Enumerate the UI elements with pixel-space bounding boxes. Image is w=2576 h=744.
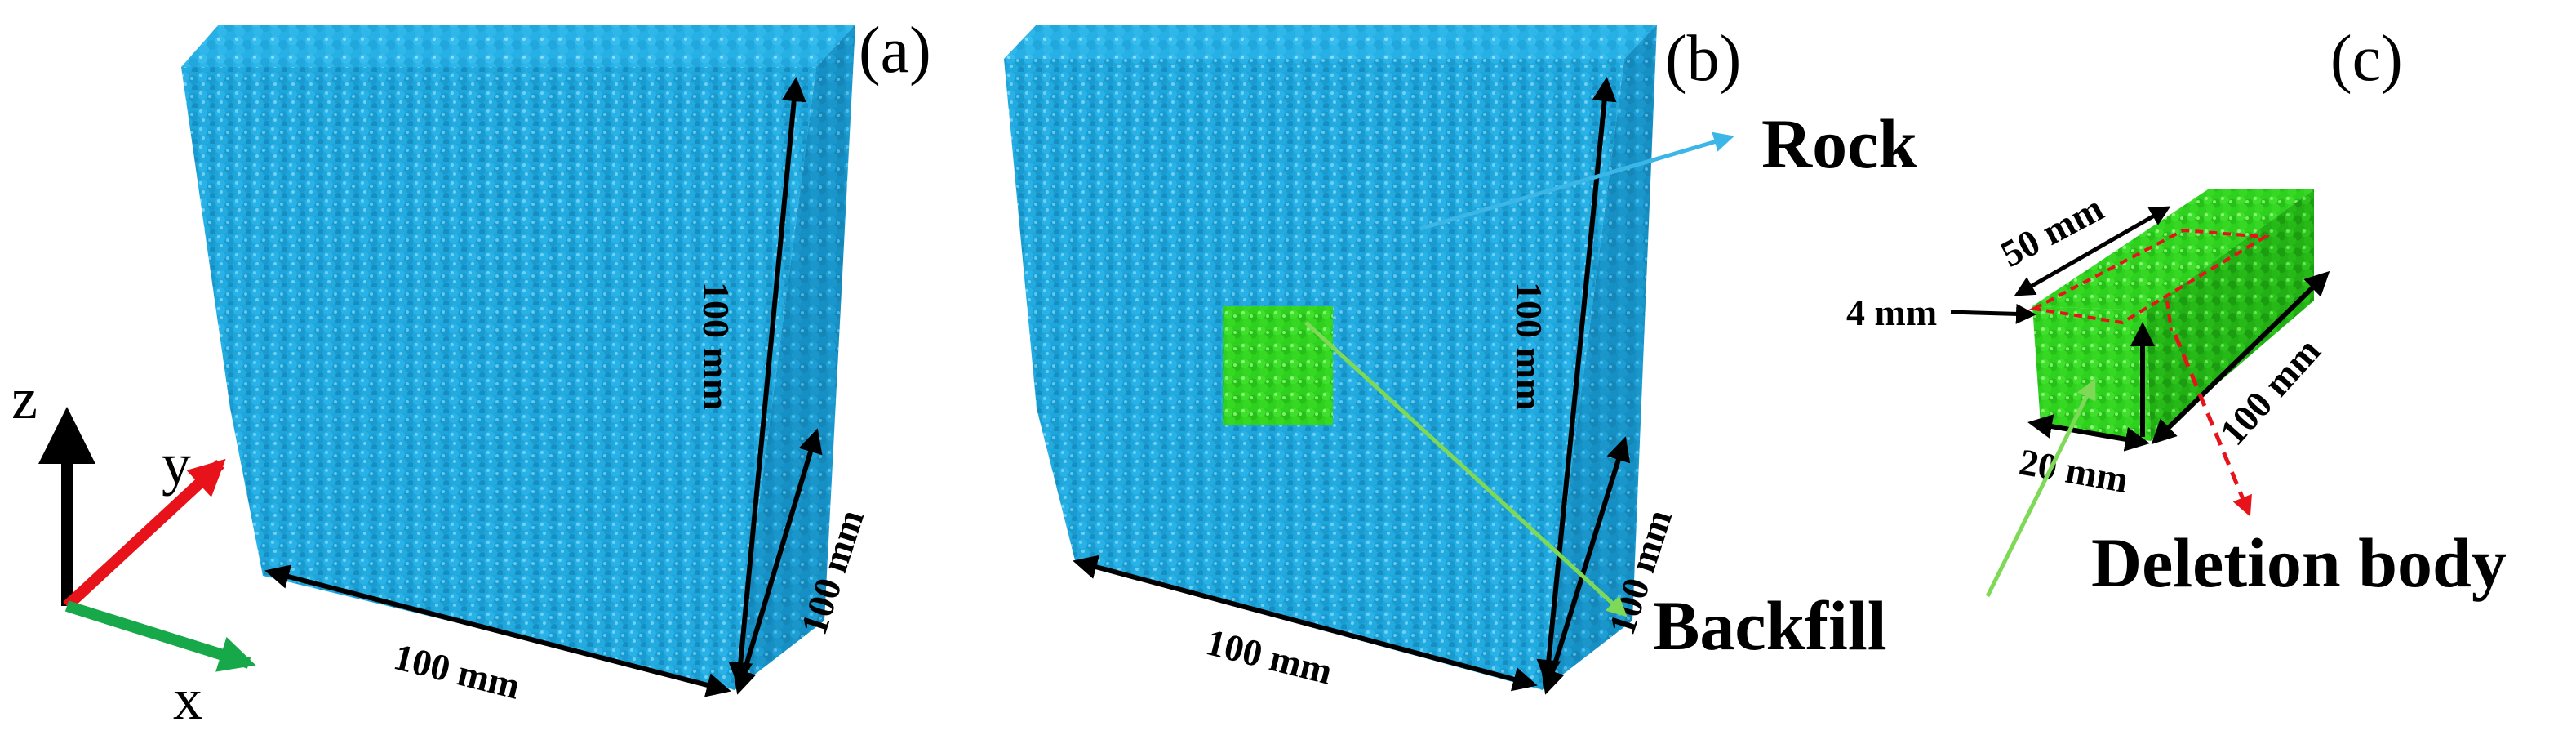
dim-line-depth-a: [732, 428, 823, 695]
dim-line-width-a: [264, 564, 731, 697]
y-axis-arrow: [63, 458, 226, 611]
dim-label-width-c: 20 mm: [2016, 441, 2131, 501]
dim-line-top-c: [2014, 206, 2171, 296]
x-axis-arrow: [64, 600, 256, 672]
dim-label-thickness-c: 4 mm: [1846, 292, 1937, 333]
dim-label-height-a: 100 mm: [695, 282, 737, 410]
backfill-label: Backfill: [1653, 586, 1887, 665]
panel-c: (c) 50 mm 4 mm 100 mm 20 mm Deletion bod…: [1846, 23, 2507, 602]
deletion-body-callout-arrow: [2173, 334, 2252, 517]
backfill-block-front-face: [2032, 306, 2151, 441]
y-axis-label: y: [162, 431, 191, 497]
panel-b: 100 mm 100 mm 100 mm Rock Backfill (b): [1004, 23, 1917, 695]
panel-c-label: (c): [2330, 23, 2403, 95]
rock-cube-b-top-face: [1004, 25, 1657, 59]
dim-label-width-a: 100 mm: [390, 635, 525, 707]
rock-callout-arrow: [1419, 131, 1734, 231]
panel-a: 100 mm 100 mm 100 mm (a): [181, 15, 931, 707]
dim-line-width-b: [1073, 555, 1538, 692]
dim-label-top-c: 50 mm: [1994, 187, 2110, 275]
coordinate-axes: z y x: [11, 366, 256, 732]
deletion-body-label: Deletion body: [2091, 523, 2507, 602]
panel-a-label: (a): [859, 15, 931, 87]
panel-b-label: (b): [1665, 23, 1741, 95]
backfill-region: [1223, 306, 1333, 425]
rock-cube-a: [181, 25, 855, 690]
dim-line-length-c: [2151, 270, 2330, 445]
rock-cube-a-top-face: [181, 25, 855, 67]
rock-cube-a-front-face: [181, 67, 816, 690]
dim-line-thickness-c: [1950, 303, 2036, 324]
dim-label-width-b: 100 mm: [1202, 621, 1337, 693]
backfill-callout-arrow: [1304, 321, 1628, 617]
z-axis-label: z: [11, 366, 38, 431]
dim-line-depth-b: [1540, 436, 1631, 695]
dim-label-height-b: 100 mm: [1508, 282, 1550, 410]
x-axis-label: x: [173, 666, 202, 732]
rock-label: Rock: [1761, 105, 1917, 183]
backfill-block-callout-arrow: [1985, 378, 2096, 598]
dim-line-width-c: [2027, 414, 2150, 452]
